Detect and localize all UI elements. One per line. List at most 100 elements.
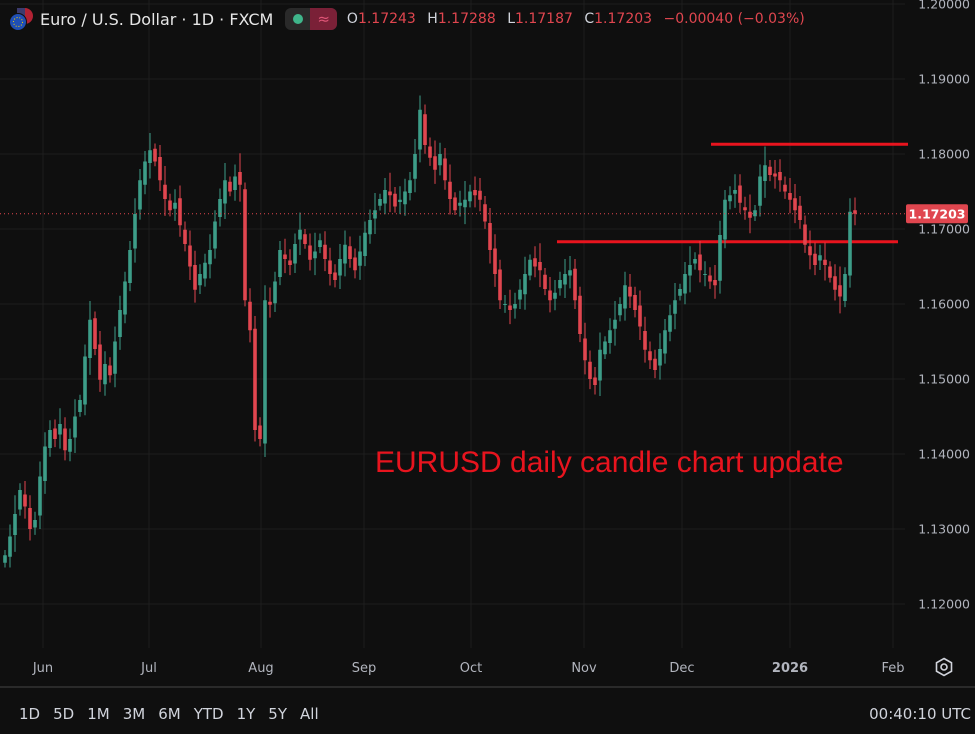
status-pill[interactable]: ≈ — [285, 8, 337, 30]
timeframe-1m[interactable]: 1M — [87, 705, 110, 723]
candle-body — [63, 428, 67, 451]
candle-body — [778, 172, 782, 181]
candle-body — [263, 300, 267, 444]
candle-body — [138, 180, 142, 210]
candle — [658, 333, 662, 380]
candle-body — [743, 207, 747, 211]
candle-body — [698, 254, 702, 271]
bottom-toolbar: 1D 5D 1M 3M 6M YTD 1Y 5Y All 00:40:10 UT… — [0, 686, 975, 734]
candle-body — [753, 210, 757, 217]
timeframe-all[interactable]: All — [300, 705, 319, 723]
candle-body — [153, 148, 157, 162]
candle-body — [518, 289, 522, 300]
candle — [188, 230, 192, 280]
candle — [683, 262, 687, 305]
candle-body — [243, 189, 247, 301]
candle — [143, 151, 147, 195]
candle — [848, 198, 852, 288]
candle-body — [728, 195, 732, 202]
candle — [803, 215, 807, 253]
candle-body — [408, 180, 412, 193]
candle — [738, 174, 742, 213]
candle — [278, 241, 282, 286]
candle-body — [278, 250, 282, 277]
candle — [248, 288, 252, 343]
candle — [393, 187, 397, 213]
candle-body — [503, 304, 507, 305]
candle — [638, 290, 642, 340]
timeframe-1d[interactable]: 1D — [19, 705, 41, 723]
chart-header: Euro / U.S. Dollar · 1D · FXCM ≈ O1.1724… — [8, 7, 812, 31]
candle-body — [808, 246, 812, 256]
time-tick-label: Oct — [460, 661, 482, 676]
candle — [818, 244, 822, 270]
candle-body — [428, 146, 432, 158]
candle-body — [293, 244, 297, 264]
candle — [513, 292, 517, 319]
time-axis[interactable]: Jun Jul Aug Sep Oct Nov Dec 2026 Feb — [32, 661, 905, 676]
candle — [678, 283, 682, 301]
candle — [548, 277, 552, 313]
timeframe-1y[interactable]: 1Y — [236, 705, 256, 723]
symbol-title[interactable]: Euro / U.S. Dollar · 1D · FXCM — [40, 9, 274, 29]
candle-body — [218, 199, 222, 217]
candle-body — [183, 229, 187, 244]
candle — [558, 271, 562, 296]
price-chart[interactable]: 1.20000 1.19000 1.18000 1.17000 1.16000 1.150… — [0, 0, 975, 686]
settings-gear-icon[interactable] — [934, 657, 954, 677]
price-tick-label: 1.16000 — [918, 297, 970, 312]
low-label: L — [507, 11, 515, 27]
candle-body — [358, 251, 362, 266]
candle — [763, 146, 767, 198]
candle-body — [413, 154, 417, 179]
candle-body — [533, 258, 537, 267]
timeframe-5d[interactable]: 5D — [53, 705, 75, 723]
candle — [543, 268, 547, 296]
candle-body — [803, 224, 807, 245]
candle — [118, 295, 122, 350]
candle-body — [513, 304, 517, 309]
candle-body — [338, 259, 342, 276]
chart-annotation: EURUSD daily candle chart update — [375, 446, 844, 479]
time-tick-label: Nov — [571, 661, 597, 676]
candle — [253, 316, 257, 442]
candle-body — [488, 223, 492, 250]
candle-body — [793, 198, 797, 211]
timeframe-6m[interactable]: 6M — [158, 705, 181, 723]
candle-body — [298, 229, 302, 240]
candle — [88, 301, 92, 375]
candle — [218, 188, 222, 227]
timeframe-ytd[interactable]: YTD — [193, 705, 224, 723]
candle-body — [198, 274, 202, 286]
candle — [423, 104, 427, 154]
candle-body — [113, 341, 117, 374]
candle — [568, 256, 572, 289]
timeframe-5y[interactable]: 5Y — [268, 705, 288, 723]
price-axis[interactable]: 1.20000 1.19000 1.18000 1.17000 1.16000 1.150… — [918, 0, 970, 612]
candle-body — [433, 156, 437, 170]
candle — [588, 350, 592, 390]
clock[interactable]: 00:40:10 UTC — [869, 705, 971, 723]
timeframe-3m[interactable]: 3M — [122, 705, 146, 723]
candle — [163, 166, 167, 216]
candle-body — [133, 214, 137, 249]
candle-body — [588, 361, 592, 379]
candle — [98, 331, 102, 392]
candle-body — [323, 244, 327, 259]
candle — [398, 186, 402, 215]
candle — [138, 169, 142, 220]
candle-body — [163, 184, 167, 199]
candle-body — [273, 281, 277, 304]
horizontal-lines[interactable] — [557, 142, 908, 244]
approx-wave-icon: ≈ — [310, 8, 337, 30]
close-value: 1.17203 — [594, 11, 653, 27]
candle — [108, 357, 112, 383]
candle-body — [253, 328, 257, 430]
candle-body — [663, 330, 667, 354]
last-price-value: 1.17203 — [909, 206, 966, 221]
candle — [133, 198, 137, 263]
candle-body — [833, 276, 837, 290]
candle-body — [783, 184, 787, 192]
candle — [283, 238, 287, 274]
time-tick-label: Feb — [881, 661, 904, 676]
